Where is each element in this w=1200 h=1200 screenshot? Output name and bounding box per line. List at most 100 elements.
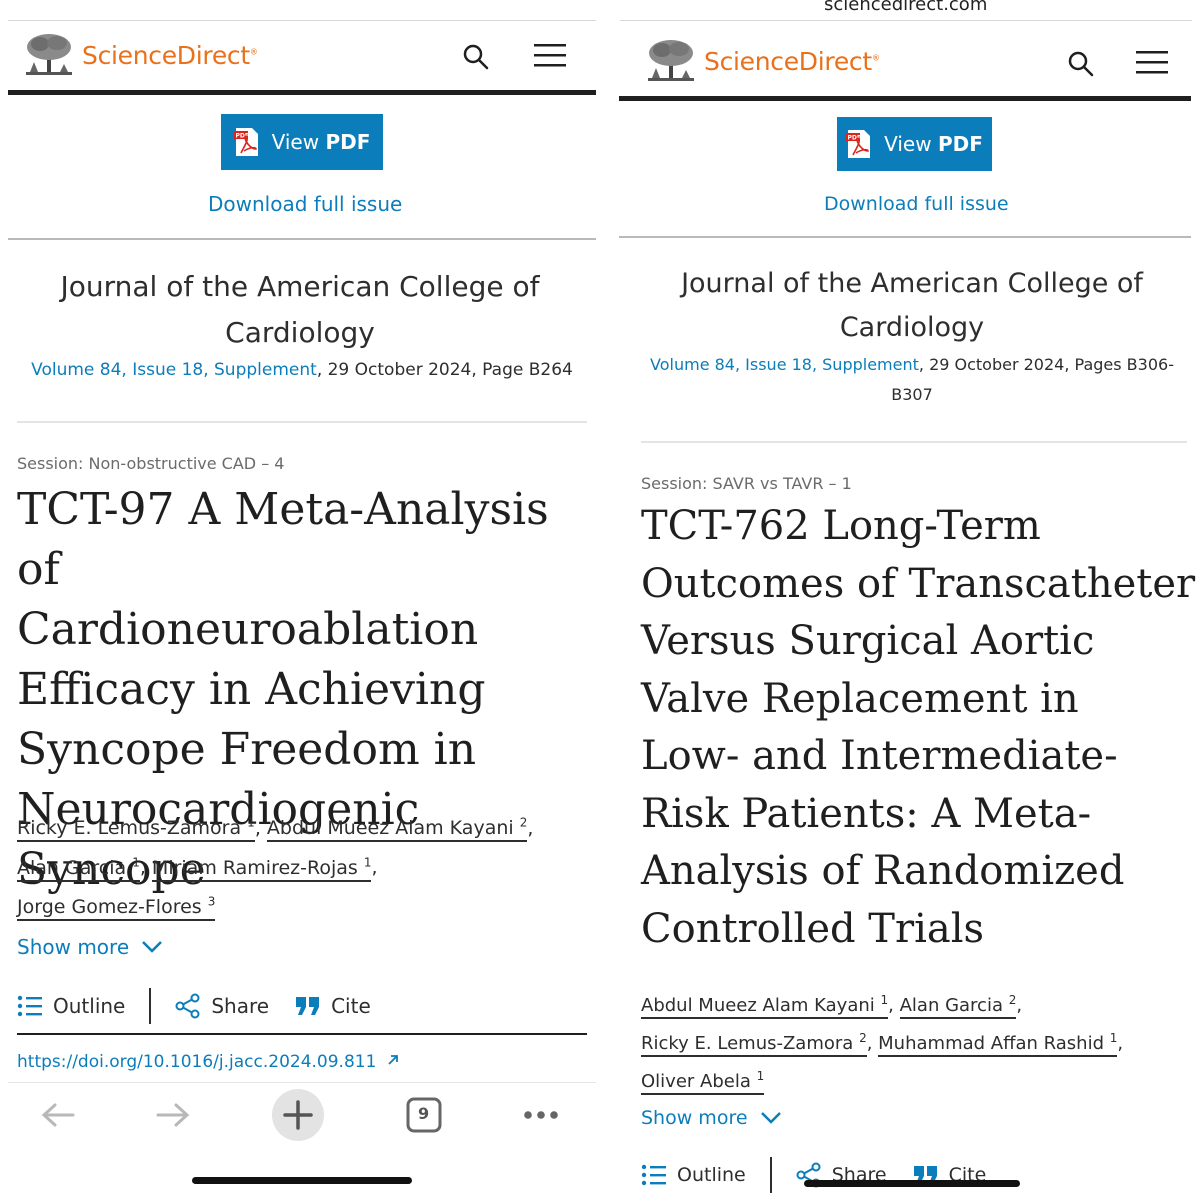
brand-name: ScienceDirect® [704,46,880,76]
author-link[interactable]: Alan Garcia 2 [899,993,1017,1019]
journal-title-line2: Cardiology [839,312,985,343]
author-link[interactable]: Ricky E. Lemus-Zamora 2 [641,1031,867,1057]
quote-icon [296,997,320,1015]
volume-line: Volume 84, Issue 18, Supplement, 29 Octo… [612,350,1200,410]
journal-title-line2: Cardiology [225,316,375,349]
share-button[interactable]: Share [175,993,269,1019]
menu-icon[interactable] [534,42,566,68]
section-rule [8,238,596,240]
view-pdf-button[interactable]: PDF View PDF [837,117,992,171]
url-bar[interactable]: sciencedirect.com [824,0,988,15]
author-link[interactable]: Oliver Abela 1 [641,1069,765,1095]
article-title: TCT-762 Long-Term Outcomes of Transcathe… [641,498,1195,958]
outline-button[interactable]: Outline [641,1164,746,1186]
cite-label: Cite [331,994,371,1018]
volume-link[interactable]: Volume 84, Issue 18, Supplement [31,360,317,380]
home-indicator[interactable] [192,1177,412,1184]
author-link[interactable]: Jorge Gomez-Flores 3 [17,895,216,921]
tabs-icon [406,1097,442,1133]
more-options-icon[interactable] [523,1110,559,1120]
author-list: Ricky E. Lemus-Zamora 1, Abdul Mueez Ala… [17,806,587,924]
actions-rule [17,1033,587,1035]
author-link[interactable]: Muhammad Affan Rashid 1 [878,1031,1118,1057]
title-line: Efficacy in Achieving [17,664,486,715]
view-pdf-bold: PDF [325,130,371,154]
chevron-down-icon [142,941,163,953]
header-rule [619,96,1191,101]
author-list: Abdul Mueez Alam Kayani 1, Alan Garcia 2… [641,984,1196,1098]
date-pages: , 29 October 2024, Page B264 [316,360,573,380]
cite-button[interactable]: Cite [295,994,371,1018]
author-link[interactable]: Abdul Mueez Alam Kayani 1 [641,993,889,1019]
session-label: Session: Non-obstructive CAD – 4 [17,454,285,473]
section-rule-2 [17,421,587,423]
tabs-button[interactable]: 9 [406,1097,442,1133]
action-separator [769,1157,772,1193]
journal-title[interactable]: Journal of the American College of Cardi… [0,264,600,356]
author-link[interactable]: Alan Garcia 1 [17,855,140,882]
volume-line: Volume 84, Issue 18, Supplement, 29 Octo… [0,356,600,384]
show-more-label: Show more [17,935,130,959]
title-line: Low- and Intermediate- [641,733,1118,779]
view-pdf-label: View [884,132,932,156]
journal-title-line1: Journal of the American College of [60,270,540,303]
title-line: TCT-97 A Meta-Analysis of [17,484,549,595]
external-link-icon [388,1055,398,1065]
show-more-button[interactable]: Show more [17,935,163,959]
view-pdf-button[interactable]: PDF View PDF [221,114,383,170]
view-pdf-label: View [271,130,320,154]
title-line: TCT-762 Long-Term [641,503,1041,549]
title-line: Cardioneuroablation [17,604,479,655]
panel-divider [600,0,612,1200]
outline-icon [641,1164,666,1186]
volume-link[interactable]: Volume 84, Issue 18, Supplement [650,355,919,374]
article-actions: Outline Share Cite [641,1157,986,1193]
title-line: Valve Replacement in [641,675,1079,722]
journal-title[interactable]: Journal of the American College of Cardi… [612,262,1200,350]
author-link[interactable]: Abdul Mueez Alam Kayani 2 [266,816,528,843]
sciencedirect-logo[interactable]: ScienceDirect® [22,32,258,78]
back-arrow-icon[interactable] [41,1102,75,1128]
action-separator [149,988,152,1024]
author-link[interactable]: Ricky E. Lemus-Zamora 1 [17,816,255,843]
download-full-issue-link[interactable]: Download full issue [824,193,1009,215]
share-icon [175,993,200,1019]
share-label: Share [211,994,270,1018]
home-indicator[interactable] [804,1180,1020,1187]
elsevier-tree-icon [26,34,72,75]
outline-icon [17,995,42,1017]
pdf-icon: PDF [233,128,258,156]
outline-button[interactable]: Outline [17,994,125,1018]
title-line: Versus Surgical Aortic [641,618,1095,664]
article-title: TCT-97 A Meta-Analysis of Cardioneuroabl… [17,480,600,900]
title-line: Risk Patients: A Meta- [641,790,1092,837]
browser-toolbar: 9 [0,1085,600,1145]
search-icon[interactable] [462,43,490,71]
chevron-down-icon [760,1112,781,1124]
title-line: Syncope Freedom in [17,724,477,775]
elsevier-tree-icon [648,40,694,81]
session-label: Session: SAVR vs TAVR – 1 [641,474,852,493]
title-line: Controlled Trials [641,905,985,952]
sciencedirect-logo[interactable]: ScienceDirect® [644,38,880,84]
search-icon[interactable] [1067,50,1095,78]
brand-name: ScienceDirect® [82,40,258,70]
svg-text:PDF: PDF [235,133,248,140]
show-more-label: Show more [641,1107,748,1129]
tab-count: 9 [418,1104,430,1123]
show-more-button[interactable]: Show more [641,1107,782,1129]
download-full-issue-link[interactable]: Download full issue [208,192,403,216]
left-screenshot: ScienceDirect® PDF View PDF Download ful… [0,20,600,1184]
header-rule [8,90,596,95]
title-line: Neurocardiogenic Syncope [17,784,420,895]
top-border [8,20,596,21]
title-line: Outcomes of Transcatheter [641,560,1196,607]
author-link[interactable]: Miriam Ramirez-Rojas 1 [151,855,372,882]
menu-icon[interactable] [1136,49,1168,75]
doi-link[interactable]: https://doi.org/10.1016/j.jacc.2024.09.8… [17,1052,400,1072]
new-tab-plus-icon[interactable] [271,1089,324,1141]
forward-arrow-icon[interactable] [156,1102,190,1128]
article-actions: Outline Share Cite [17,988,371,1024]
outline-label: Outline [677,1164,746,1186]
section-rule [619,236,1191,238]
